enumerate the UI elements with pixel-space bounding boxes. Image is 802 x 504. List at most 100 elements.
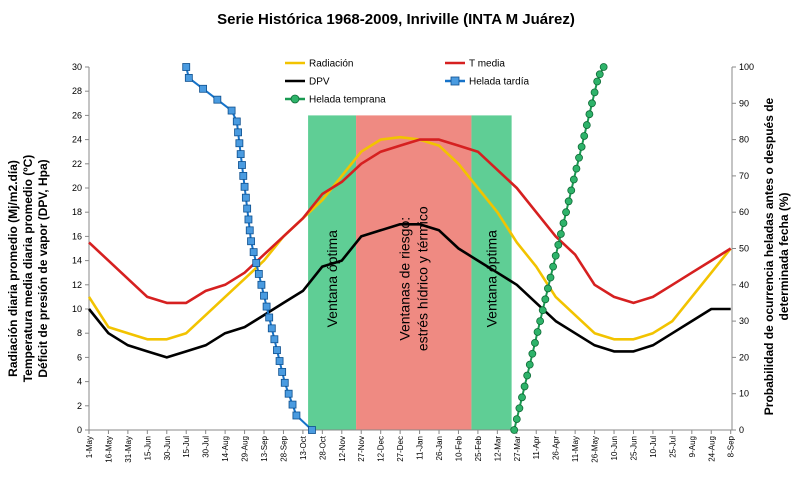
point-helada-tard-a bbox=[280, 378, 289, 387]
y-left-tick-label: 22 bbox=[72, 159, 82, 169]
x-tick-label: 12-Nov bbox=[338, 436, 347, 462]
y-right-tick-label: 0 bbox=[739, 425, 744, 435]
x-tick-label: 16-May bbox=[104, 436, 113, 463]
x-tick-label: 28-Oct bbox=[318, 435, 327, 460]
point-helada-temprana bbox=[567, 186, 576, 195]
x-tick-label: 26-Apr bbox=[552, 436, 561, 460]
y-right-tick-label: 60 bbox=[739, 207, 749, 217]
point-helada-temprana bbox=[536, 317, 545, 326]
point-helada-temprana bbox=[599, 63, 608, 71]
point-helada-tard-a bbox=[241, 193, 250, 202]
point-helada-tard-a bbox=[257, 280, 266, 289]
point-helada-tard-a bbox=[243, 204, 252, 213]
y-right-tick-label: 80 bbox=[739, 135, 749, 145]
y-right-tick-label: 70 bbox=[739, 171, 749, 181]
series-layer bbox=[87, 63, 732, 434]
x-tick-label: 1-May bbox=[85, 436, 94, 458]
point-helada-temprana bbox=[518, 393, 526, 402]
legend-label-helada-tard-a: Helada tardía bbox=[469, 77, 529, 88]
x-tick-label: 13-Sep bbox=[260, 435, 269, 461]
x-tick-label: 27-Nov bbox=[357, 436, 366, 462]
series-line-helada-tard-a bbox=[185, 66, 313, 431]
legend-label-t-media: T media bbox=[469, 59, 505, 70]
point-helada-temprana bbox=[510, 426, 519, 434]
y-label-left: Déficit de presión de vapor (DPV, Hpa) bbox=[36, 159, 50, 377]
point-helada-temprana bbox=[590, 88, 599, 97]
point-helada-tard-a bbox=[244, 215, 253, 224]
legend-label-radiaci-n: Radiación bbox=[309, 59, 353, 70]
point-helada-tard-a bbox=[236, 150, 245, 159]
y-left-tick-label: 30 bbox=[72, 62, 82, 72]
y-left-tick-label: 10 bbox=[72, 304, 82, 314]
point-helada-tard-a bbox=[238, 161, 246, 169]
point-helada-temprana bbox=[577, 142, 586, 151]
point-helada-tard-a bbox=[292, 411, 301, 420]
point-helada-temprana bbox=[582, 121, 591, 129]
point-helada-tard-a bbox=[184, 73, 193, 82]
point-helada-tard-a bbox=[288, 400, 297, 409]
y-left-tick-label: 6 bbox=[77, 352, 82, 362]
point-helada-tard-a bbox=[213, 95, 222, 104]
point-helada-tard-a bbox=[260, 291, 268, 300]
point-helada-tard-a bbox=[182, 63, 191, 71]
region-label-2: Ventana óptima bbox=[484, 230, 500, 328]
x-tick-label: 10-Feb bbox=[454, 435, 463, 461]
x-tick-label: 30-Jun bbox=[163, 436, 172, 460]
point-helada-tard-a bbox=[284, 389, 293, 398]
x-tick-label: 27-Dec bbox=[396, 436, 405, 462]
point-helada-temprana bbox=[572, 164, 581, 173]
point-helada-tard-a bbox=[267, 324, 276, 333]
point-helada-tard-a bbox=[273, 346, 281, 355]
x-tick-label: 15-Jun bbox=[143, 436, 152, 460]
legend-marker-helada-tard-a bbox=[450, 76, 460, 86]
point-helada-tard-a bbox=[227, 106, 236, 115]
point-helada-tard-a bbox=[232, 117, 241, 126]
point-helada-temprana bbox=[585, 110, 594, 119]
x-tick-label: 26-May bbox=[591, 436, 600, 463]
point-helada-temprana bbox=[528, 349, 537, 358]
x-tick-label: 26-Jan bbox=[435, 436, 444, 460]
point-helada-tard-a bbox=[240, 182, 249, 191]
y-left-tick-label: 12 bbox=[72, 280, 82, 290]
point-helada-temprana bbox=[549, 262, 558, 271]
y-left-tick-label: 0 bbox=[77, 425, 82, 435]
y-label-left: Temperatura media diaria promedio (ºC) bbox=[21, 155, 35, 383]
region-label-1: Ventanas de riesgo: bbox=[397, 217, 413, 341]
point-helada-temprana bbox=[569, 175, 578, 184]
x-tick-label: 29-Aug bbox=[241, 436, 250, 462]
y-left-tick-label: 18 bbox=[72, 207, 82, 217]
x-tick-label: 8-Sep bbox=[727, 435, 736, 457]
point-helada-temprana bbox=[538, 306, 547, 315]
point-helada-temprana bbox=[580, 132, 589, 140]
series-line-t-media bbox=[88, 138, 732, 305]
axes-layer: 0246810121416182022242628300102030405060… bbox=[72, 62, 754, 463]
y-right-tick-label: 40 bbox=[739, 280, 749, 290]
point-helada-temprana bbox=[575, 153, 583, 162]
x-tick-label: 12-Dec bbox=[377, 436, 386, 462]
x-tick-label: 10-Jul bbox=[649, 436, 658, 458]
y-right-tick-label: 20 bbox=[739, 352, 749, 362]
point-helada-temprana bbox=[588, 99, 596, 108]
point-helada-tard-a bbox=[239, 171, 248, 180]
series-line-dpv bbox=[87, 223, 731, 359]
point-helada-tard-a bbox=[265, 313, 274, 322]
point-helada-tard-a bbox=[278, 368, 287, 376]
y-right-tick-label: 30 bbox=[739, 316, 749, 326]
y-right-tick-label: 50 bbox=[739, 244, 749, 254]
y-left-tick-label: 24 bbox=[72, 135, 82, 145]
point-helada-tard-a bbox=[234, 128, 242, 137]
point-helada-tard-a bbox=[308, 426, 316, 434]
point-helada-tard-a bbox=[199, 84, 207, 93]
x-tick-label: 27-Mar bbox=[513, 436, 522, 462]
point-helada-temprana bbox=[595, 70, 604, 79]
y-left-tick-label: 14 bbox=[72, 256, 82, 266]
point-helada-temprana bbox=[564, 197, 573, 206]
point-helada-temprana bbox=[541, 295, 550, 304]
x-tick-label: 13-Oct bbox=[299, 435, 308, 460]
series-line-radiaci-n bbox=[87, 135, 732, 341]
x-tick-label: 11-Apr bbox=[532, 436, 541, 460]
point-helada-temprana bbox=[554, 240, 563, 249]
x-tick-label: 9-Aug bbox=[688, 436, 697, 457]
y-left-tick-label: 20 bbox=[72, 183, 82, 193]
